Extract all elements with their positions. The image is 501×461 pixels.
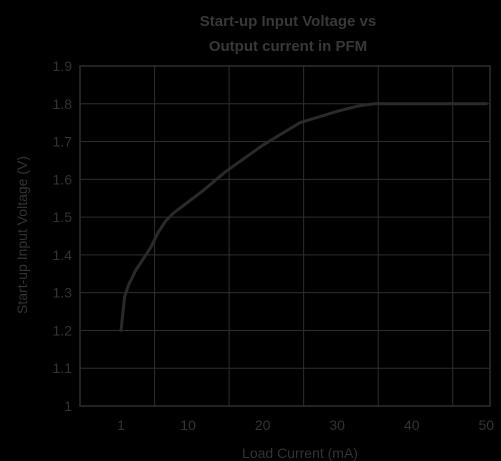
y-tick-label: 1.3 [53,285,73,301]
x-tick-label: 10 [180,417,196,433]
y-axis-label: Start-up Input Voltage (V) [14,156,30,314]
series-line [119,102,488,332]
x-tick-label: 20 [255,417,271,433]
y-tick-label: 1.4 [53,247,73,263]
x-axis-label: Load Current (mA) [242,445,358,461]
y-tick-label: 1.6 [53,171,73,187]
chart-title-line-2: Output current in PFM [209,38,367,55]
y-tick-label: 1.7 [53,134,73,150]
y-tick-label: 1.5 [53,209,73,225]
y-tick-label: 1 [64,398,72,414]
y-tick-label: 1.8 [53,96,73,112]
y-tick-label: 1.1 [53,360,73,376]
x-tick-label: 50 [478,417,494,433]
y-tick-label: 1.2 [53,322,73,338]
chart-title-line-1: Start-up Input Voltage vs [200,13,376,30]
x-tick-label: 40 [404,417,420,433]
y-tick-labels: 1 1.1 1.2 1.3 1.4 1.5 1.6 1.7 1.8 1.9 [53,58,73,414]
x-tick-labels: 1 10 20 30 40 50 [117,417,494,433]
x-tick-label: 1 [117,417,125,433]
grid [80,65,490,407]
plot-frame [79,65,491,407]
y-tick-label: 1.9 [53,58,73,74]
x-tick-label: 30 [329,417,345,433]
